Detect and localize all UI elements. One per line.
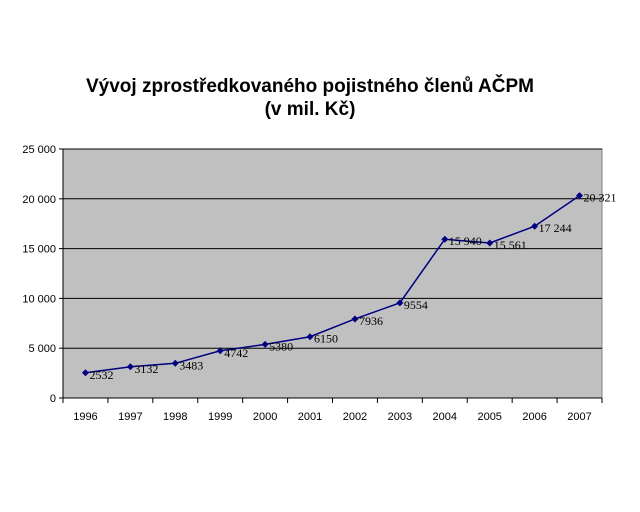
data-label: 7936 (359, 314, 383, 328)
x-tick-label: 2007 (567, 411, 591, 423)
data-point (531, 222, 539, 230)
data-label: 3483 (179, 358, 203, 372)
x-tick-label: 2001 (298, 411, 322, 423)
data-label: 4742 (224, 346, 248, 360)
data-label: 2532 (89, 368, 113, 382)
y-tick-label: 5 000 (28, 343, 56, 355)
data-point (306, 333, 314, 341)
data-label: 15 940 (449, 234, 482, 248)
x-tick-label: 1997 (118, 411, 142, 423)
data-point (486, 239, 494, 247)
y-tick-label: 20 000 (22, 194, 56, 206)
x-tick-label: 2006 (522, 411, 546, 423)
chart-title-block: Vývoj zprostředkovaného pojistného členů… (0, 75, 620, 121)
x-tick-label: 2004 (433, 411, 457, 423)
series-line (85, 194, 580, 374)
chart-title: Vývoj zprostředkovaného pojistného členů… (86, 76, 534, 97)
data-label: 9554 (404, 298, 428, 312)
y-tick-label: 0 (50, 393, 56, 405)
y-tick-label: 25 000 (22, 144, 56, 156)
data-label: 20 321 (584, 191, 617, 205)
plot-area (62, 148, 603, 399)
x-tick-label: 2005 (477, 411, 501, 423)
x-tick-label: 1998 (163, 411, 187, 423)
data-point (216, 347, 224, 355)
data-label: 3132 (134, 362, 158, 376)
x-tick-label: 1999 (208, 411, 232, 423)
x-tick-label: 1996 (73, 411, 97, 423)
data-label: 15 561 (494, 238, 527, 252)
data-point (126, 363, 134, 371)
y-tick-label: 10 000 (22, 293, 56, 305)
data-point (576, 192, 584, 200)
data-label: 6150 (314, 332, 338, 346)
data-point (81, 369, 89, 377)
data-point (171, 359, 179, 367)
data-point (441, 235, 449, 243)
data-point (261, 340, 269, 348)
y-tick-label: 15 000 (22, 244, 56, 256)
x-tick-label: 2003 (388, 411, 412, 423)
data-point (351, 315, 359, 323)
data-label: 5380 (269, 339, 293, 353)
x-tick-label: 2002 (343, 411, 367, 423)
x-tick-label: 2000 (253, 411, 277, 423)
data-point (396, 299, 404, 307)
chart-subtitle: (v mil. Kč) (264, 99, 356, 120)
data-label: 17 244 (539, 221, 572, 235)
